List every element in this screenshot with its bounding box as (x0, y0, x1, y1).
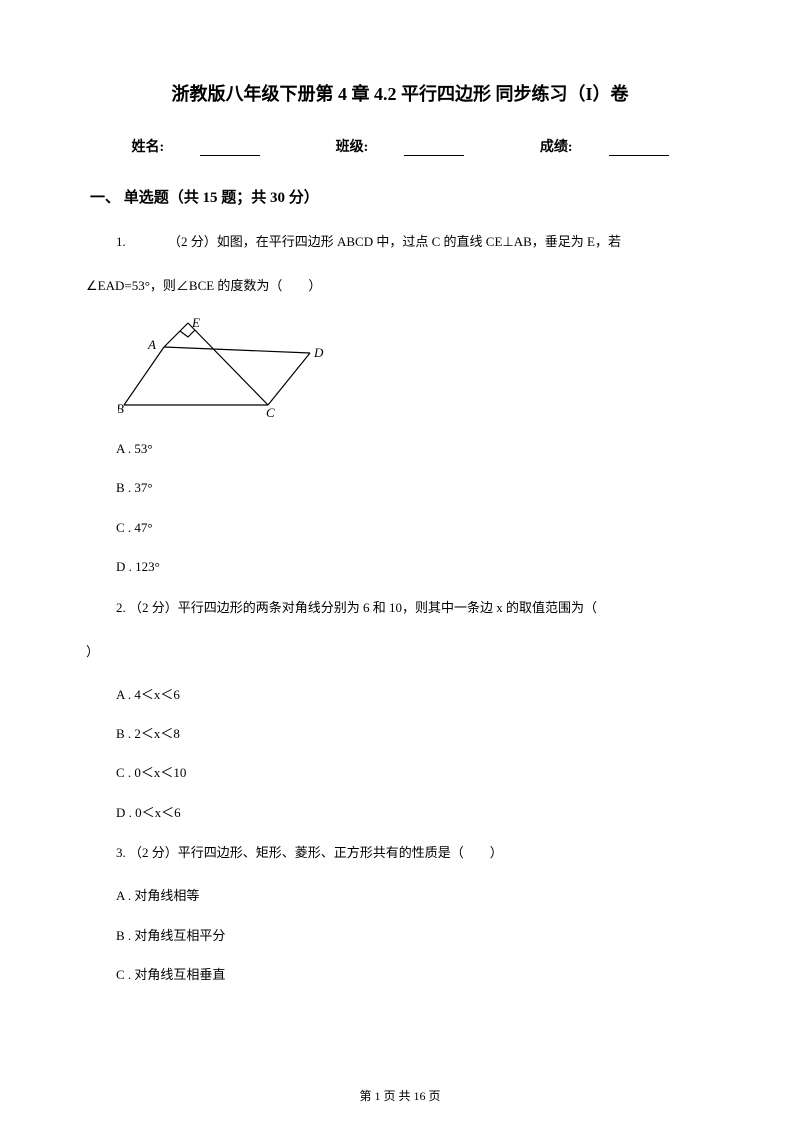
q1-option-c: C . 47° (90, 516, 710, 539)
q3-option-a: A . 对角线相等 (90, 884, 710, 907)
name-blank (200, 155, 260, 156)
question-3: 3. （2 分）平行四边形、矩形、菱形、正方形共有的性质是（ ） (90, 840, 710, 866)
q2-option-d: D . 0＜x＜6 (90, 801, 710, 824)
score-blank (609, 155, 669, 156)
svg-text:C: C (266, 405, 275, 417)
student-info-line: 姓名: 班级: 成绩: (90, 136, 710, 156)
q3-option-b: B . 对角线互相平分 (90, 924, 710, 947)
class-blank (404, 155, 464, 156)
page-footer: 第 1 页 共 16 页 (0, 1087, 800, 1104)
section-header: 一、 单选题（共 15 题；共 30 分） (90, 186, 710, 207)
svg-text:D: D (313, 345, 324, 360)
q1-option-d: D . 123° (90, 555, 710, 578)
q2-option-b: B . 2＜x＜8 (90, 722, 710, 745)
page-title: 浙教版八年级下册第 4 章 4.2 平行四边形 同步练习（I）卷 (90, 80, 710, 106)
q3-option-c: C . 对角线互相垂直 (90, 963, 710, 986)
q1-option-a: A . 53° (90, 437, 710, 460)
question-2-line1: 2. （2 分）平行四边形的两条对角线分别为 6 和 10，则其中一条边 x 的… (90, 595, 710, 621)
question-1-line1: 1. （2 分）如图，在平行四边形 ABCD 中，过点 C 的直线 CE⊥AB，… (90, 229, 710, 255)
q2-option-a: A . 4＜x＜6 (90, 683, 710, 706)
class-label: 班级: (336, 140, 369, 155)
score-label: 成绩: (540, 140, 573, 155)
question-1-figure: E A D B C (118, 317, 710, 417)
svg-text:B: B (118, 401, 124, 416)
q2-option-c: C . 0＜x＜10 (90, 761, 710, 784)
svg-text:E: E (191, 317, 200, 330)
question-1-line2: ∠EAD=53°，则∠BCE 的度数为（ ） (86, 273, 710, 299)
question-2-line2: ） (86, 639, 710, 665)
q1-option-b: B . 37° (90, 476, 710, 499)
name-label: 姓名: (131, 140, 164, 155)
svg-text:A: A (147, 337, 156, 352)
